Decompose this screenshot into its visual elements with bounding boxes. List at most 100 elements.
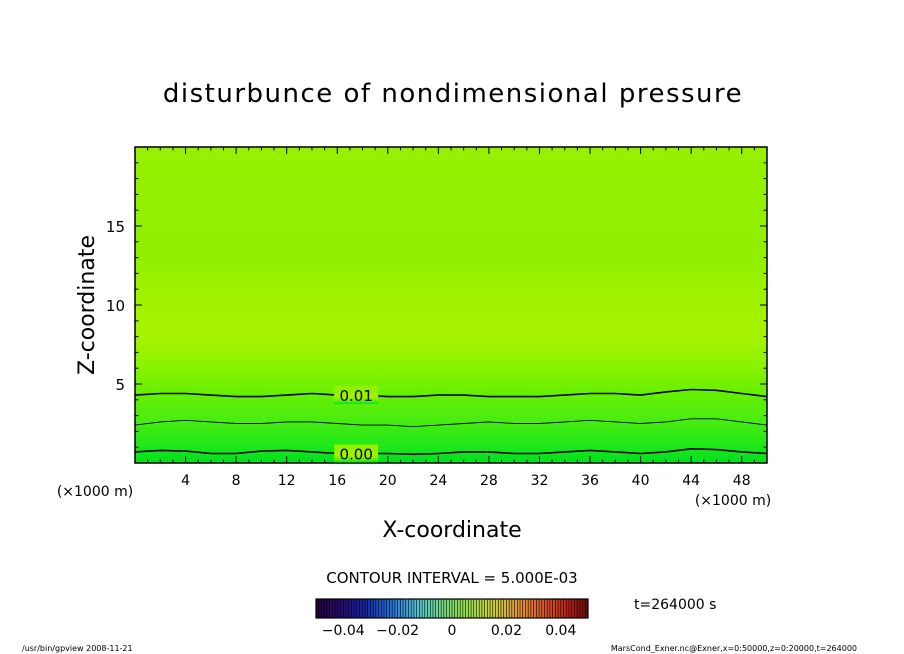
colorbar-band (506, 599, 510, 618)
footer-left: /usr/bin/gpview 2008-11-21 (22, 644, 133, 653)
colorbar-band (411, 599, 415, 618)
colorbar-band (460, 599, 464, 618)
colorbar-tick-label: −0.02 (376, 623, 419, 639)
colorbar-band (335, 599, 339, 618)
contour-line (135, 418, 767, 428)
colorbar-band (563, 599, 567, 618)
colorbar-tick-label: 0.04 (545, 623, 576, 639)
colorbar-band (337, 599, 341, 618)
colorbar-band (378, 599, 382, 618)
colorbar-band (318, 599, 322, 618)
plot-fill (135, 147, 767, 463)
colorbar-band (373, 599, 377, 618)
colorbar-band (446, 599, 450, 618)
contour-line (135, 388, 767, 398)
colorbar-band (389, 599, 393, 618)
colorbar-band (479, 599, 483, 618)
colorbar-band (316, 599, 320, 618)
colorbar-band (356, 599, 360, 618)
colorbar-band (452, 599, 456, 618)
colorbar-band (400, 599, 404, 618)
colorbar-band (449, 599, 453, 618)
colorbar-band (386, 599, 390, 618)
x-tick-label: 12 (278, 473, 296, 489)
x-unit-label: (×1000 m) (695, 493, 771, 509)
colorbar-band (579, 599, 583, 618)
contour-lines (135, 388, 767, 456)
colorbar-band (351, 599, 355, 618)
colorbar-band (498, 599, 502, 618)
colorbar-band (574, 599, 578, 618)
time-label: t=264000 s (634, 597, 716, 613)
contour-labels: 0.00 0.01 (334, 386, 379, 464)
colorbar-tick-label: 0.02 (491, 623, 522, 639)
colorbar-band (435, 599, 439, 618)
x-tick-label: 4 (181, 473, 190, 489)
colorbar-band (422, 599, 426, 618)
colorbar-band (571, 599, 575, 618)
colorbar-band (487, 599, 491, 618)
colorbar-band (582, 599, 586, 618)
colorbar-band (443, 599, 447, 618)
colorbar-band (403, 599, 407, 618)
colorbar-band (468, 599, 472, 618)
colorbar-band (375, 599, 379, 618)
colorbar-band (462, 599, 466, 618)
colorbar-band (413, 599, 417, 618)
x-tick-label: 20 (379, 473, 397, 489)
colorbar-band (533, 599, 537, 618)
colorbar-band (441, 599, 445, 618)
colorbar-band (345, 599, 349, 618)
colorbar-band (500, 599, 504, 618)
colorbar-band (326, 599, 330, 618)
colorbar-band (465, 599, 469, 618)
colorbar-band (511, 599, 515, 618)
colorbar-band (558, 599, 562, 618)
y-axis-label: Z-coordinate (75, 235, 100, 375)
colorbar-band (541, 599, 545, 618)
colorbar-band (544, 599, 548, 618)
colorbar-band (514, 599, 518, 618)
colorbar-frame (315, 598, 589, 619)
colorbar-band (539, 599, 543, 618)
colorbar-band (454, 599, 458, 618)
x-tick-label: 16 (328, 473, 346, 489)
colorbar-band (432, 599, 436, 618)
colorbar-band (419, 599, 423, 618)
colorbar-band (490, 599, 494, 618)
y-tick-label: 5 (115, 376, 125, 394)
colorbar-band (568, 599, 572, 618)
colorbar-band (503, 599, 507, 618)
colorbar-band (324, 599, 328, 618)
x-tick-label: 44 (682, 473, 700, 489)
colorbar-band (416, 599, 420, 618)
colorbar-labels: −0.04 −0.02 0 0.02 0.04 (322, 623, 577, 639)
contour-label: 0.01 (339, 387, 372, 405)
footer-right: MarsCond_Exner.nc@Exner,x=0:50000,z=0:20… (611, 644, 857, 653)
colorbar-band (381, 599, 385, 618)
colorbar-band (343, 599, 347, 618)
colorbar-band (473, 599, 477, 618)
colorbar-band (549, 599, 553, 618)
x-tick-label: 8 (232, 473, 241, 489)
x-tick-label: 40 (632, 473, 650, 489)
colorbar-band (405, 599, 409, 618)
x-tick-label: 24 (429, 473, 447, 489)
colorbar-band (530, 599, 534, 618)
colorbar-band (340, 599, 344, 618)
colorbar-band (520, 599, 524, 618)
colorbar-band (495, 599, 499, 618)
colorbar-tick-label: 0 (448, 623, 457, 639)
colorbar-band (536, 599, 540, 618)
y-unit-label: (×1000 m) (57, 484, 133, 500)
colorbar-band (547, 599, 551, 618)
contour-label-bg (334, 386, 379, 405)
colorbar-band (321, 599, 325, 618)
colorbar-band (585, 599, 589, 618)
colorbar-band (384, 599, 388, 618)
plot-area (135, 147, 767, 463)
colorbar-band (566, 599, 570, 618)
colorbar-band (492, 599, 496, 618)
contour-label: 0.00 (339, 446, 372, 464)
